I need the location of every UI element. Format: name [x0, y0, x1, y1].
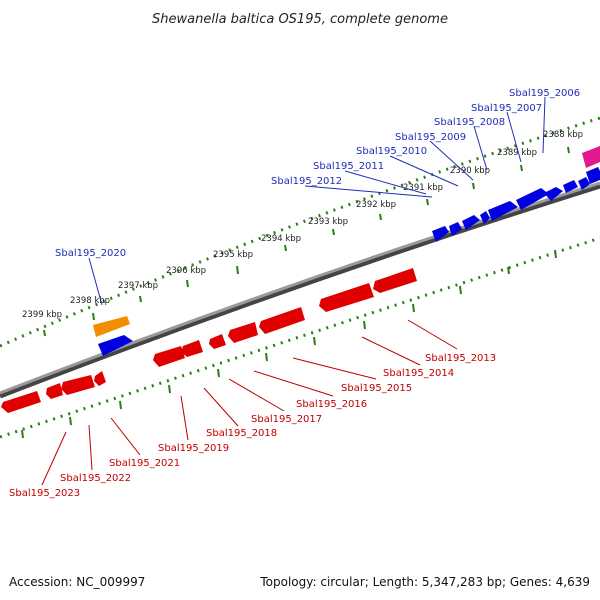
gene-arrow-reverse[interactable] [1, 391, 41, 413]
gene-arrow-reverse[interactable] [209, 334, 226, 349]
reverse-genes [1, 268, 417, 413]
outer-track-ticks [43, 146, 570, 337]
gene-label-top: Sbal195_2020 [55, 248, 126, 259]
gene-arrow-reverse[interactable] [61, 375, 95, 395]
gene-label-bottom: Sbal195_2013 [425, 353, 496, 364]
top-gene-leaders [88, 96, 546, 306]
gene-arrow-reverse[interactable] [259, 307, 305, 334]
gene-arrow-forward[interactable] [449, 222, 462, 236]
gene-arrow-reverse[interactable] [181, 340, 203, 357]
outer-dotted-track [0, 116, 600, 348]
gene-label-bottom: Sbal195_2022 [60, 473, 131, 484]
orange-feature[interactable] [93, 316, 130, 337]
gene-label-top: Sbal195_2006 [509, 88, 580, 99]
gene-arrow-forward[interactable] [563, 180, 578, 193]
bottom-gene-leaders [41, 319, 458, 486]
gene-label-bottom: Sbal195_2015 [341, 383, 412, 394]
gene-arrow-forward[interactable] [462, 215, 480, 230]
gene-label-top: Sbal195_2009 [395, 132, 466, 143]
kbp-label: 2388 kbp [543, 130, 583, 140]
inner-track-ticks [21, 249, 557, 439]
kbp-label: 2397 kbp [118, 281, 158, 291]
kbp-label: 2399 kbp [22, 310, 62, 320]
gene-arrow-reverse[interactable] [373, 268, 417, 293]
gene-arrow-reverse[interactable] [228, 322, 258, 343]
gene-label-bottom: Sbal195_2017 [251, 414, 322, 425]
gene-arrow-forward[interactable] [98, 335, 133, 356]
genome-summary-text: Topology: circular; Length: 5,347,283 bp… [259, 575, 590, 589]
kbp-label: 2391 kbp [403, 183, 443, 193]
gene-label-bottom: Sbal195_2018 [206, 428, 277, 439]
kbp-label: 2390 kbp [450, 166, 490, 176]
gene-arrow-reverse[interactable] [46, 383, 63, 399]
gene-arrow-reverse[interactable] [153, 346, 185, 367]
kbp-label: 2392 kbp [356, 200, 396, 210]
gene-label-top: Sbal195_2007 [471, 103, 542, 114]
gene-arrow-forward[interactable] [488, 201, 518, 221]
inner-dotted-track [0, 236, 600, 439]
gene-label-bottom: Sbal195_2019 [158, 443, 229, 454]
gene-arrow-reverse[interactable] [94, 371, 106, 386]
gene-label-top: Sbal195_2012 [271, 176, 342, 187]
accession-text: Accession: NC_009997 [9, 575, 145, 589]
gene-arrow-reverse[interactable] [319, 283, 374, 312]
gene-arrow-forward[interactable] [586, 167, 600, 184]
kbp-label: 2393 kbp [308, 217, 348, 227]
genome-backbone [0, 181, 600, 395]
gene-label-top: Sbal195_2011 [313, 161, 384, 172]
gene-label-top: Sbal195_2008 [434, 117, 505, 128]
kbp-label: 2396 kbp [166, 266, 206, 276]
pink-feature[interactable] [582, 146, 600, 168]
gene-arrow-forward[interactable] [516, 188, 549, 210]
map-title: Shewanella baltica OS195, complete genom… [152, 12, 448, 27]
kbp-label: 2389 kbp [497, 148, 537, 158]
kbp-label: 2398 kbp [70, 296, 110, 306]
gene-label-bottom: Sbal195_2021 [109, 458, 180, 469]
gene-label-top: Sbal195_2010 [356, 146, 427, 157]
kbp-label: 2395 kbp [213, 250, 253, 260]
gene-arrow-forward[interactable] [544, 187, 563, 201]
gene-label-bottom: Sbal195_2014 [383, 368, 454, 379]
genome-backbone-shadow [0, 183, 600, 399]
gene-arrow-forward[interactable] [432, 226, 449, 242]
forward-genes [93, 146, 600, 356]
gene-arrow-forward[interactable] [578, 177, 590, 190]
gene-label-bottom: Sbal195_2023 [9, 488, 80, 499]
gene-label-bottom: Sbal195_2016 [296, 399, 367, 410]
gene-arrow-forward[interactable] [480, 211, 490, 224]
kbp-label: 2394 kbp [261, 234, 301, 244]
